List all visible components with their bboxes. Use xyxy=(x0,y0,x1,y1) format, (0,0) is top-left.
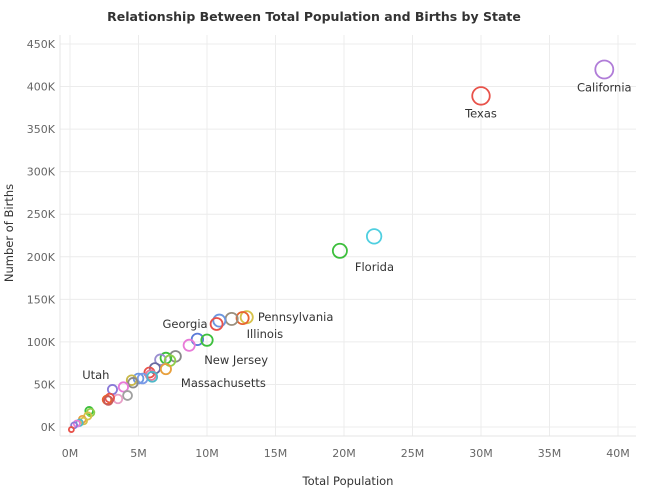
x-tick-label: 25M xyxy=(401,447,425,460)
x-axis-title: Total Population xyxy=(302,474,394,488)
y-tick-label: 300K xyxy=(27,166,56,179)
y-tick-label: 150K xyxy=(27,293,56,306)
point-label: Georgia xyxy=(163,317,208,331)
data-point[interactable] xyxy=(212,313,227,328)
data-point[interactable] xyxy=(127,377,139,389)
data-point[interactable] xyxy=(146,370,159,383)
data-point[interactable] xyxy=(235,311,250,326)
data-point[interactable] xyxy=(112,393,124,405)
x-tick-label: 20M xyxy=(332,447,356,460)
y-tick-label: 450K xyxy=(27,38,56,51)
y-tick-label: 400K xyxy=(27,81,56,94)
data-point[interactable] xyxy=(122,390,133,401)
data-point[interactable] xyxy=(182,338,196,352)
y-tick-label: 200K xyxy=(27,251,56,264)
data-point[interactable] xyxy=(67,426,75,433)
data-point[interactable] xyxy=(84,406,94,416)
data-point[interactable] xyxy=(79,416,88,426)
data-point[interactable] xyxy=(103,395,114,406)
x-tick-label: 40M xyxy=(606,447,630,460)
points-layer xyxy=(67,59,615,433)
point-label: Massachusetts xyxy=(181,376,266,390)
axis-layer: 0K 50K 100K 150K 200K 250K 300K 350K 400K 450K 0M 5… xyxy=(27,35,636,460)
data-point[interactable] xyxy=(594,59,615,80)
point-label: Florida xyxy=(355,260,394,274)
data-point[interactable] xyxy=(365,228,383,245)
x-tick-label: 5M xyxy=(130,447,147,460)
point-label: Texas xyxy=(464,107,497,121)
y-tick-label: 0K xyxy=(41,421,56,434)
y-axis-title: Number of Births xyxy=(2,184,16,282)
y-tick-label: 100K xyxy=(27,336,56,349)
data-point[interactable] xyxy=(471,86,491,106)
x-tick-label: 35M xyxy=(538,447,562,460)
y-tick-label: 50K xyxy=(34,378,56,391)
x-tick-label: 15M xyxy=(264,447,288,460)
chart-title: Relationship Between Total Population an… xyxy=(107,9,521,24)
point-label: Pennsylvania xyxy=(258,310,334,324)
x-tick-label: 30M xyxy=(469,447,493,460)
point-labels-layer: California Texas Florida Pennsylvania Illino… xyxy=(82,81,631,391)
point-label: New Jersey xyxy=(204,353,268,367)
grid-layer xyxy=(60,35,636,436)
y-tick-label: 250K xyxy=(27,208,56,221)
point-label: California xyxy=(577,81,632,95)
point-label: Utah xyxy=(82,368,109,382)
data-point[interactable] xyxy=(331,242,348,259)
data-point[interactable] xyxy=(159,363,172,376)
data-point[interactable] xyxy=(154,353,167,366)
data-point[interactable] xyxy=(106,384,118,396)
data-point[interactable] xyxy=(209,317,224,331)
point-label: Illinois xyxy=(247,327,284,341)
y-tick-label: 350K xyxy=(27,123,56,136)
data-point[interactable] xyxy=(117,381,130,393)
x-tick-label: 0M xyxy=(62,447,79,460)
x-tick-label: 10M xyxy=(195,447,219,460)
data-point[interactable] xyxy=(200,333,214,347)
